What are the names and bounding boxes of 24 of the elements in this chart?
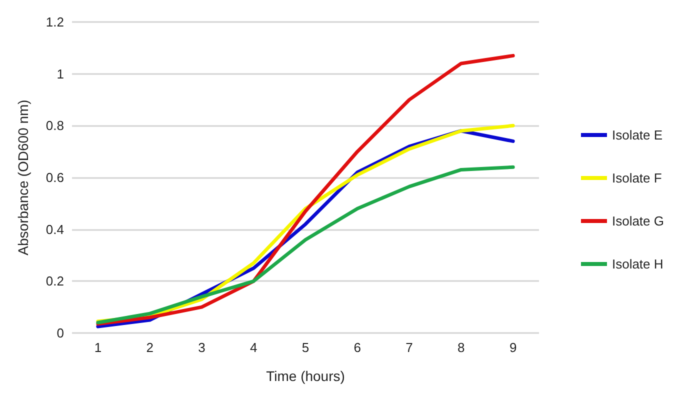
x-axis-title: Time (hours) [266, 368, 345, 384]
x-tick-label: 1 [94, 340, 102, 355]
x-tick-label: 5 [302, 340, 310, 355]
x-tick-label: 7 [406, 340, 413, 355]
x-tick-label: 6 [354, 340, 362, 355]
legend-label: Isolate E [612, 128, 663, 142]
x-tick-label: 8 [458, 340, 465, 355]
legend-label: Isolate G [612, 214, 664, 228]
x-tick-label: 9 [509, 340, 517, 355]
x-tick-label: 3 [198, 340, 206, 355]
x-tick-label: 4 [250, 340, 258, 355]
y-tick-label: 1 [56, 66, 64, 82]
legend-label: Isolate H [612, 256, 664, 272]
x-tick-label: 2 [146, 340, 154, 355]
legend-label: Isolate F [612, 170, 662, 186]
y-tick-label: 0.8 [46, 118, 64, 134]
line-series [96, 165, 515, 324]
y-tick-label: 0.6 [46, 170, 64, 185]
y-tick-label: 0.4 [46, 222, 64, 237]
y-tick-label: 0.2 [46, 274, 64, 289]
y-tick-label: 1.2 [46, 14, 64, 30]
line-series [96, 54, 515, 326]
y-tick-label: 0 [56, 326, 64, 340]
y-axis-title: Absorbance (OD600 nm) [15, 100, 31, 256]
